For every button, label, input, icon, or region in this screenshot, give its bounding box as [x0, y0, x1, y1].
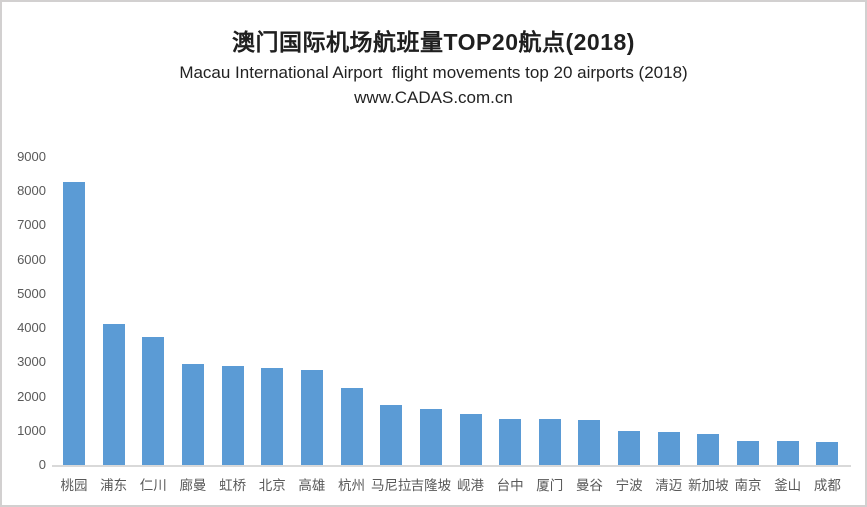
bar — [102, 324, 125, 465]
bar — [578, 420, 601, 465]
y-tick-label: 0 — [38, 457, 46, 472]
y-tick-label: 6000 — [17, 251, 46, 267]
bar — [340, 388, 363, 465]
x-category-label: 清迈 — [655, 478, 683, 493]
bar — [459, 414, 482, 465]
bar — [816, 442, 839, 465]
x-category-label: 北京 — [258, 478, 286, 493]
x-category-label: 仁川 — [139, 478, 167, 493]
x-category-label: 曼谷 — [575, 478, 603, 493]
x-category-label: 杭州 — [338, 478, 366, 493]
y-tick-label: 2000 — [17, 388, 46, 404]
bar — [538, 419, 561, 465]
x-category-label: 宁波 — [615, 478, 643, 493]
y-tick-label: 5000 — [17, 285, 46, 301]
x-axis-line — [52, 465, 851, 467]
bar — [181, 364, 204, 465]
x-category-label: 新加坡 — [688, 478, 729, 493]
y-tick-label: 9000 — [17, 149, 46, 164]
y-tick-label: 8000 — [17, 183, 46, 199]
chart-subtitle: Macau International Airport flight movem… — [179, 63, 688, 82]
bar — [142, 337, 165, 465]
bar — [618, 431, 641, 465]
bar — [697, 434, 720, 465]
bar — [657, 432, 680, 465]
x-category-label: 马尼拉 — [370, 478, 412, 493]
x-category-label: 厦门 — [536, 478, 564, 493]
y-tick-label: 1000 — [17, 422, 46, 438]
x-category-label: 桃园 — [60, 478, 88, 493]
x-category-label: 台中 — [496, 478, 524, 493]
bar — [63, 182, 85, 465]
x-category-label: 高雄 — [298, 478, 326, 493]
bar — [221, 366, 244, 465]
bar — [261, 368, 284, 465]
bar — [776, 441, 799, 465]
y-tick-label: 4000 — [17, 320, 46, 336]
bar — [419, 409, 442, 465]
y-tick-label: 7000 — [17, 217, 46, 233]
x-category-label: 成都 — [813, 478, 841, 493]
bar — [300, 370, 323, 465]
x-category-label: 岘港 — [457, 478, 484, 493]
x-category-label: 吉隆坡 — [410, 478, 452, 493]
chart-title: 澳门国际机场航班量TOP20航点(2018) — [232, 29, 635, 55]
bar — [499, 419, 522, 465]
bar — [737, 441, 760, 465]
x-category-label: 虹桥 — [219, 478, 247, 493]
y-tick-label: 3000 — [17, 354, 46, 370]
x-category-label: 廊曼 — [179, 478, 207, 493]
bar — [380, 405, 403, 465]
x-category-label: 釜山 — [774, 478, 802, 493]
x-category-label: 浦东 — [100, 478, 128, 493]
x-category-label: 南京 — [734, 478, 762, 493]
website-url: www.CADAS.com.cn — [354, 88, 513, 107]
